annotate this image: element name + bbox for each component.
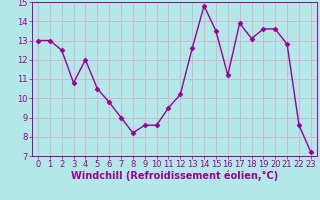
X-axis label: Windchill (Refroidissement éolien,°C): Windchill (Refroidissement éolien,°C) [71, 171, 278, 181]
